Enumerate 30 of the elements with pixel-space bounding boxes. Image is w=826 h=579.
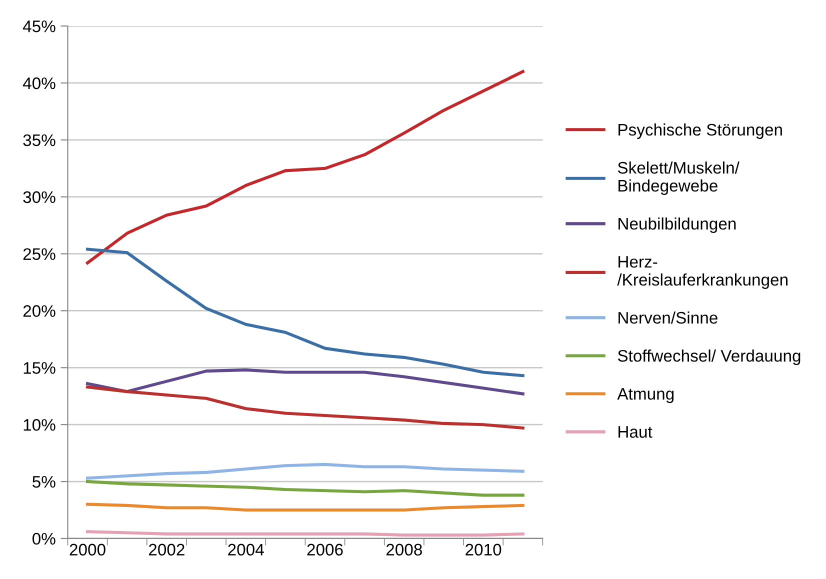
line-series xyxy=(86,248,524,378)
y-tick-label: 5% xyxy=(32,476,56,488)
y-tick-label: 40% xyxy=(22,77,56,90)
y-tick-label: 45% xyxy=(22,20,56,32)
x-tick-label: 2010 xyxy=(466,544,502,556)
legend-label: Haut xyxy=(618,426,652,438)
x-tick-label: 2004 xyxy=(228,544,264,556)
x-tick-label: 2002 xyxy=(148,544,184,556)
legend-label: Skelett/Muskeln/ Bindegewebe xyxy=(618,161,740,195)
legend-label: Atmung xyxy=(617,388,674,404)
legend-label: Herz- /Kreislauferkrankungen xyxy=(617,256,788,289)
y-tick-label: 10% xyxy=(24,419,56,431)
y-tick-label: 35% xyxy=(23,134,56,146)
line-series xyxy=(86,385,524,430)
line-series xyxy=(86,480,524,497)
legend-label: Stoffwechsel/ Verdauung xyxy=(618,350,800,366)
x-tick-label: 2008 xyxy=(386,544,422,556)
legend-label: Nerven/Sinne xyxy=(618,311,718,324)
x-tick-label: 2006 xyxy=(307,544,343,556)
line-series xyxy=(86,368,524,396)
y-tick-label: 15% xyxy=(24,362,56,374)
y-tick-label: 25% xyxy=(23,248,56,260)
line-series xyxy=(86,462,524,480)
x-tick-label: 2000 xyxy=(70,544,106,556)
y-tick-label: 20% xyxy=(23,305,56,317)
y-tick-label: 30% xyxy=(23,191,56,204)
legend-label: Psychische Störungen xyxy=(618,123,782,139)
y-tick-label: 0% xyxy=(32,532,56,545)
legend-label: Neubilbildungen xyxy=(618,217,736,233)
line-series xyxy=(86,70,524,264)
